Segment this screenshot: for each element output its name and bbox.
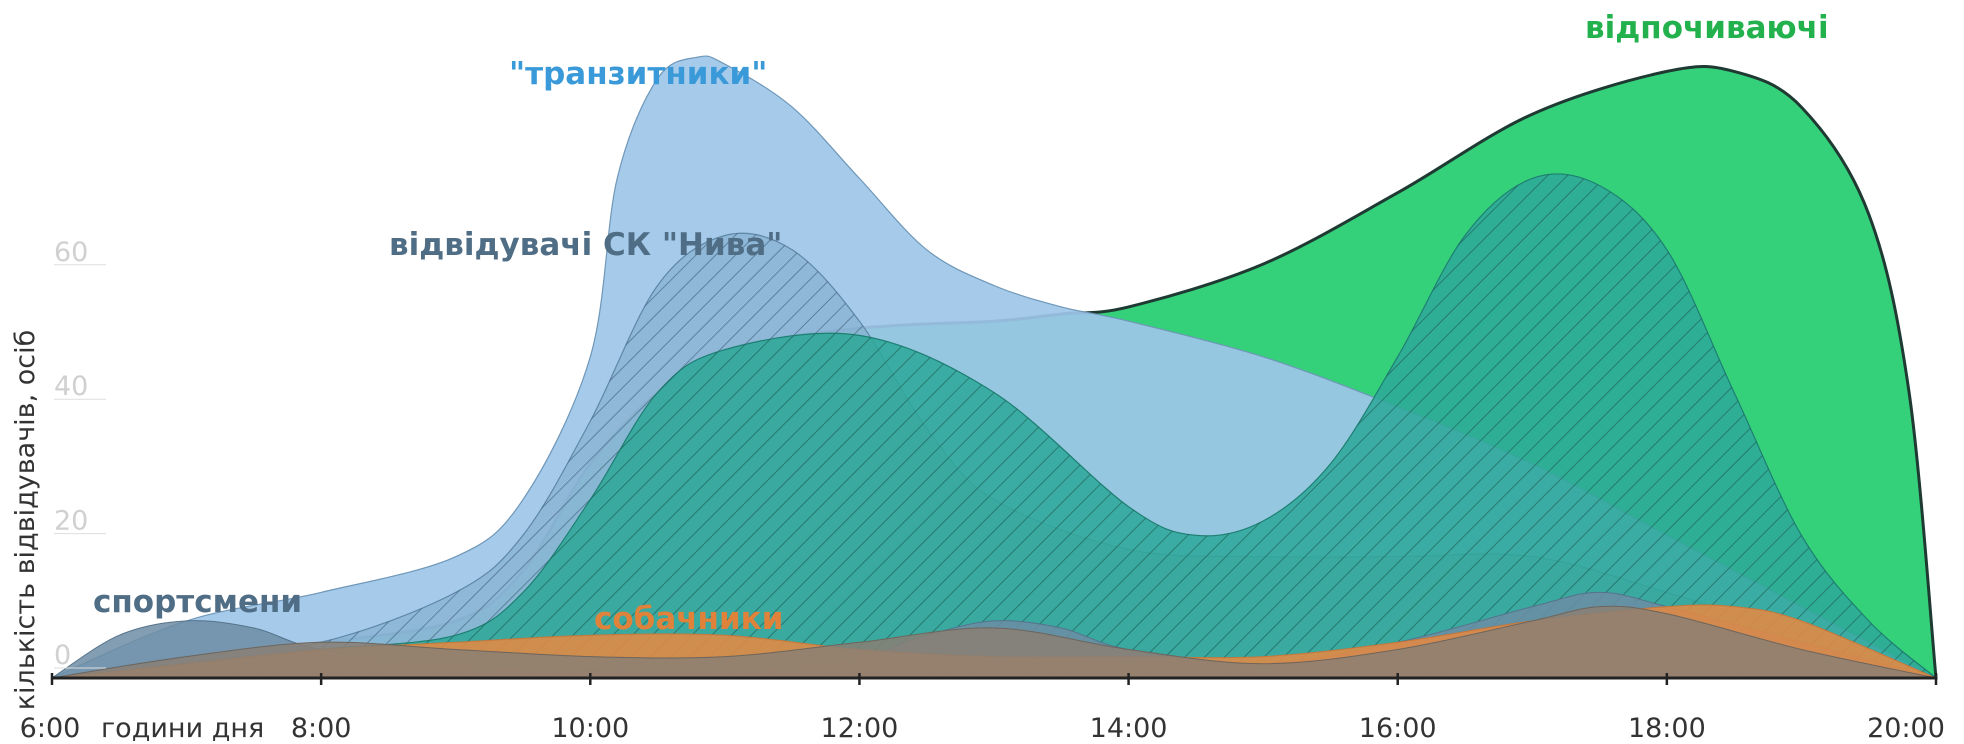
series-areas bbox=[50, 55, 1938, 680]
label-nyva: відвідувачі СК "Нива" bbox=[389, 227, 782, 263]
label-vidpochyvayuchi: відпочиваючі bbox=[1585, 10, 1829, 46]
y-tick-label: 20 bbox=[54, 506, 88, 537]
area-teal-hatch bbox=[52, 173, 1936, 678]
x-tick-label: 20:00 bbox=[1867, 713, 1945, 744]
y-tick-label: 40 bbox=[54, 371, 88, 402]
x-tick-label: 10:00 bbox=[551, 713, 629, 744]
y-tick-label: 0 bbox=[54, 640, 71, 671]
x-axis-ticks: 6:00 8:00 10:00 12:00 14:00 16:00 18:00 20:00 bbox=[20, 673, 1945, 744]
label-tranzytnyky: "транзитники" bbox=[509, 56, 767, 92]
x-axis-label: години дня bbox=[101, 713, 264, 744]
label-sobachnyky: собачники bbox=[594, 601, 783, 637]
area-ground bbox=[51, 605, 1937, 679]
x-tick-label: 16:00 bbox=[1359, 713, 1437, 744]
y-tick-label: 60 bbox=[54, 237, 88, 268]
x-tick-label: 18:00 bbox=[1628, 713, 1706, 744]
x-tick-label: 14:00 bbox=[1090, 713, 1168, 744]
y-axis-label: кількість відвідувачів, осіб bbox=[10, 330, 41, 711]
x-tick-label: 8:00 bbox=[291, 713, 352, 744]
x-tick-label: 6:00 bbox=[20, 713, 81, 744]
x-tick-label: 12:00 bbox=[821, 713, 899, 744]
label-sportsmeny: спортсмени bbox=[93, 584, 302, 620]
y-axis-ticks: 0 20 40 60 bbox=[54, 237, 106, 671]
